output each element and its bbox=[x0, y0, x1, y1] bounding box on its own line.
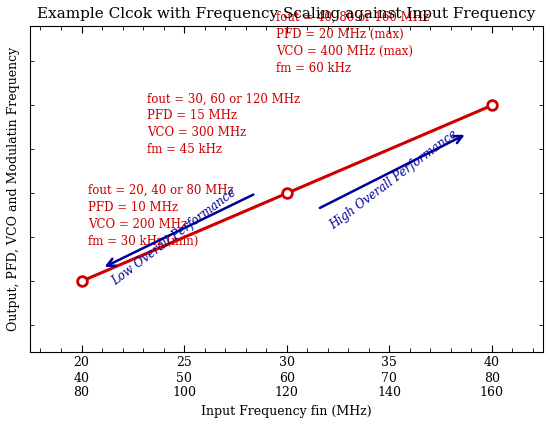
Text: Low Overall Performance: Low Overall Performance bbox=[109, 186, 239, 288]
X-axis label: Input Frequency fin (MHz): Input Frequency fin (MHz) bbox=[201, 405, 372, 418]
Text: fout = 40, 80 or 160 MHz
PFD = 20 MHz (max)
VCO = 400 MHz (max)
fm = 60 kHz: fout = 40, 80 or 160 MHz PFD = 20 MHz (m… bbox=[277, 11, 430, 75]
Text: fout = 30, 60 or 120 MHz
PFD = 15 MHz
VCO = 300 MHz
fm = 45 kHz: fout = 30, 60 or 120 MHz PFD = 15 MHz VC… bbox=[147, 92, 300, 156]
Title: Example Clcok with Frequency Scaling against Input Frequency: Example Clcok with Frequency Scaling aga… bbox=[37, 7, 536, 21]
Text: fout = 20, 40 or 80 MHz
PFD = 10 MHz
VCO = 200 MHz
fm = 30 kHz (min): fout = 20, 40 or 80 MHz PFD = 10 MHz VCO… bbox=[87, 184, 233, 248]
Y-axis label: Output, PFD, VCO and Modulatin Frequency: Output, PFD, VCO and Modulatin Frequency bbox=[7, 47, 20, 331]
Text: High Overall Performance: High Overall Performance bbox=[327, 128, 460, 232]
